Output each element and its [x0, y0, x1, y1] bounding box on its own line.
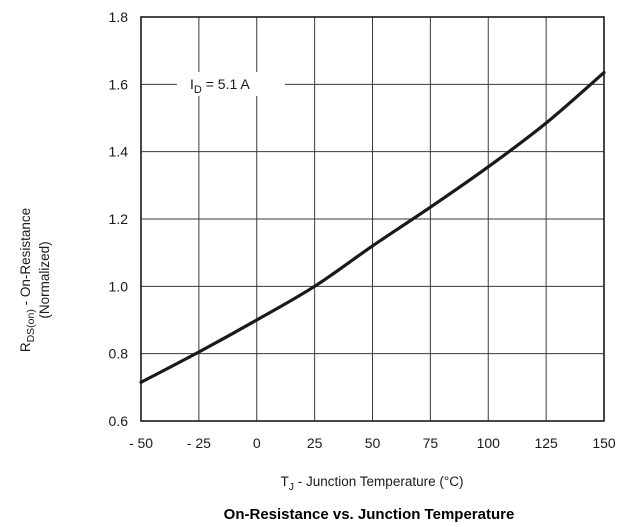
y-tick-label: 1.0	[109, 278, 129, 294]
y-axis-label: RDS(on) - On-Resistance (Normalized)	[18, 208, 52, 352]
series-line	[139, 70, 606, 384]
annotation-background	[177, 72, 285, 96]
chart-title: On-Resistance vs. Junction Temperature	[224, 506, 515, 523]
x-tick-label: - 50	[129, 435, 153, 451]
x-tick-label: 0	[253, 435, 261, 451]
x-tick-label: 125	[534, 435, 558, 451]
y-tick-label: 1.4	[109, 144, 129, 160]
series-layer	[139, 70, 606, 384]
x-tick-label: 100	[477, 435, 501, 451]
y-tick-labels: 0.6 0.8 1.0 1.2 1.4 1.6 1.8	[109, 9, 129, 429]
plot-frame	[140, 16, 605, 422]
x-tick-label: 50	[365, 435, 381, 451]
grid	[141, 17, 604, 421]
y-axis-label-line1: RDS(on) - On-Resistance	[18, 208, 37, 352]
y-tick-label: 0.6	[109, 413, 129, 429]
annotation-current: ID = 5.1 A	[190, 76, 250, 96]
x-axis-label: TJ - Junction Temperature (°C)	[281, 474, 464, 493]
y-tick-label: 1.6	[109, 76, 129, 92]
y-tick-label: 1.2	[109, 211, 129, 227]
y-tick-label: 1.8	[109, 9, 129, 25]
y-tick-label: 0.8	[109, 346, 129, 362]
x-tick-label: 25	[307, 435, 323, 451]
x-tick-label: - 25	[187, 435, 211, 451]
x-tick-label: 150	[592, 435, 616, 451]
x-tick-label: 75	[423, 435, 439, 451]
y-axis-label-line2: (Normalized)	[37, 241, 52, 318]
x-tick-labels: - 50 - 25 0 25 50 75 100 125 150	[129, 435, 616, 451]
annotation-layer: ID = 5.1 A	[190, 76, 250, 96]
